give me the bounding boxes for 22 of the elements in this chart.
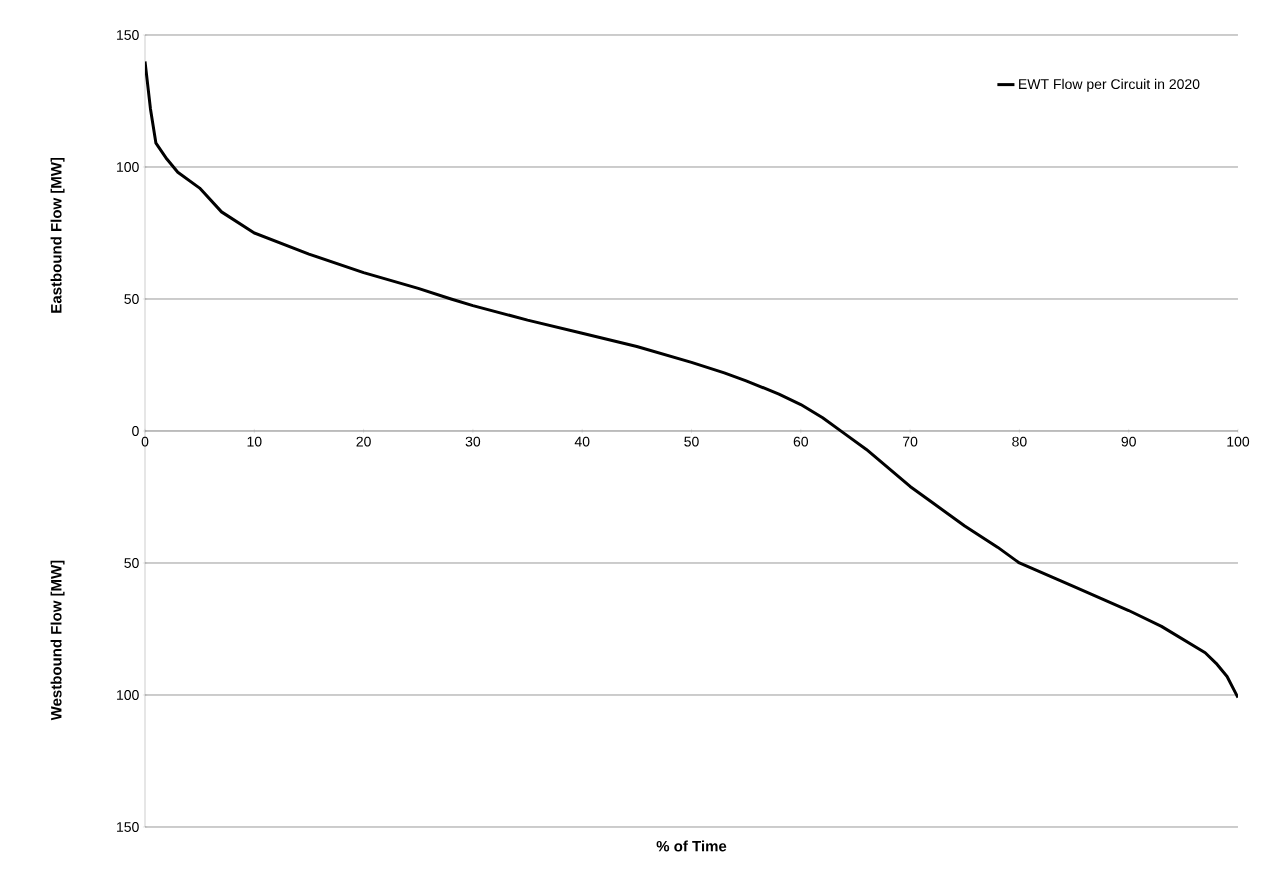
text: Westbound Flow [MW]	[50, 560, 65, 721]
y-tick-label: 0	[132, 426, 139, 436]
x-tick-label: 100	[1227, 436, 1250, 447]
y-tick-label: 150	[117, 30, 139, 40]
x-tick-label: 80	[1012, 436, 1027, 447]
y-tick-label: 50	[124, 558, 139, 568]
x-tick-label: 0	[141, 436, 149, 447]
x-tick-label: 40	[574, 436, 590, 447]
x-axis-title: % of Time	[656, 840, 727, 852]
x-tick-label: 50	[684, 436, 699, 447]
y-tick-label: 100	[117, 690, 139, 700]
x-tick-label: 60	[793, 436, 809, 447]
y-tick-label: 50	[124, 294, 139, 304]
y-axis-title: Eastbound Flow [MW]	[50, 157, 65, 313]
legend-label: EWT Flow per Circuit in 2020	[1019, 78, 1200, 92]
y-tick-label: 100	[117, 162, 139, 172]
x-tick-label: 20	[356, 436, 371, 447]
y-tick-label: 150	[117, 822, 139, 832]
x-tick-label: 10	[247, 436, 262, 447]
x-tick-label: 70	[903, 436, 918, 447]
x-tick-label: 90	[1121, 436, 1136, 447]
x-tick-label: 30	[465, 436, 481, 447]
